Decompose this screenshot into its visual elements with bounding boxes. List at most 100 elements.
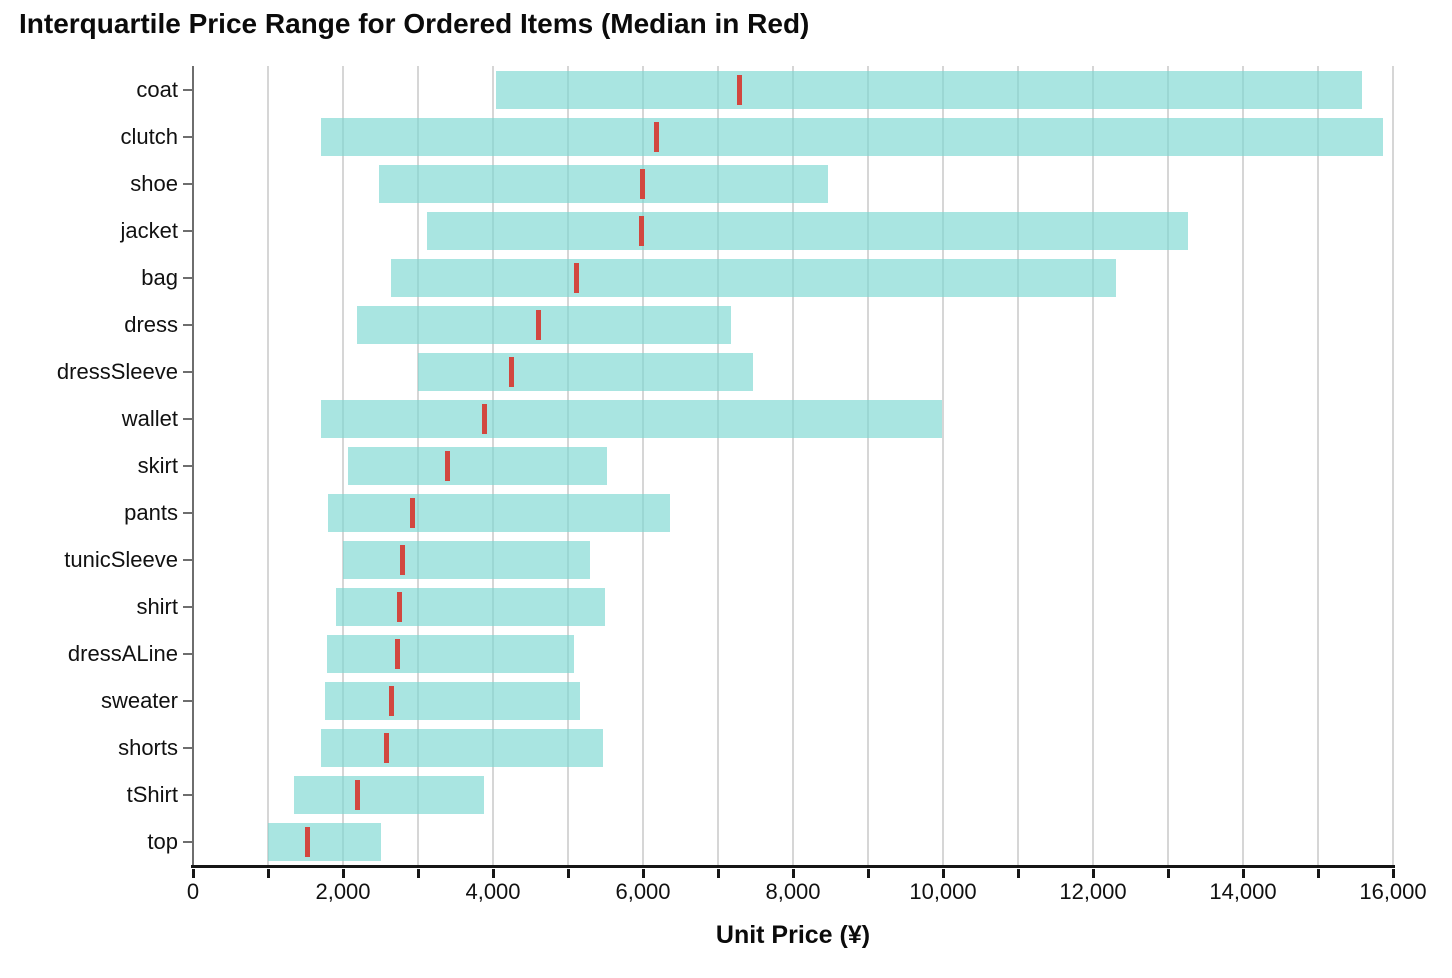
- gridline-7000: [717, 66, 719, 866]
- x-label-4000: 4,000: [465, 879, 521, 904]
- x-label-14000: 14,000: [1209, 879, 1277, 904]
- median-coat: [737, 74, 743, 105]
- bar-clutch: [321, 117, 1384, 156]
- y-axis-labels: coat clutch shoe jacket bag dress dressSleeve w…: [0, 66, 178, 866]
- x-axis-tick-labels: 0 2,000 4,000 6,000 8,000 10,000 12,000 14,000 1…: [187, 879, 1427, 911]
- x-tick-6000: [641, 869, 645, 878]
- x-label-0: 0: [186, 879, 200, 904]
- gridline-8000: [792, 66, 794, 866]
- median-wallet: [482, 403, 488, 434]
- x-tick-7000: [716, 869, 720, 878]
- median-shirt: [396, 592, 402, 623]
- gridline-6000: [642, 66, 644, 866]
- y-label-shoe: shoe: [130, 170, 178, 196]
- x-tick-11000: [1016, 869, 1020, 878]
- y-label-shirt: shirt: [136, 594, 178, 620]
- y-label-tShirt: tShirt: [126, 782, 178, 808]
- y-axis-line: [192, 66, 194, 866]
- y-tick-clutch: [183, 135, 193, 138]
- y-label-jacket: jacket: [120, 217, 178, 243]
- median-shorts: [384, 733, 389, 764]
- chart-title: Interquartile Price Range for Ordered It…: [19, 8, 810, 39]
- gridline-2000: [342, 66, 344, 866]
- bar-top: [268, 823, 382, 862]
- bar-shorts: [320, 729, 604, 768]
- x-tick-0: [191, 869, 195, 878]
- y-tick-sweater: [183, 700, 193, 703]
- bar-skirt: [347, 447, 607, 485]
- y-tick-tunicSleeve: [183, 559, 193, 562]
- gridline-10000: [942, 66, 944, 866]
- x-tick-8000: [791, 869, 795, 878]
- x-tick-3000: [416, 869, 420, 878]
- x-axis-line: [191, 865, 1395, 868]
- bar-tunicSleeve: [343, 541, 590, 580]
- median-top: [305, 827, 311, 858]
- x-label-6000: 6,000: [615, 879, 671, 904]
- x-axis-title: Unit Price (¥): [715, 921, 871, 949]
- y-tick-top: [183, 841, 193, 844]
- median-tShirt: [354, 780, 360, 811]
- bar-tShirt: [293, 776, 484, 815]
- bar-sweater: [325, 682, 580, 721]
- y-tick-dress: [183, 323, 193, 326]
- median-skirt: [444, 451, 450, 481]
- y-label-wallet: wallet: [121, 405, 178, 431]
- y-tick-wallet: [183, 417, 193, 420]
- median-bag: [573, 262, 579, 293]
- bar-shirt: [335, 588, 605, 627]
- median-dress: [535, 309, 541, 340]
- y-label-bag: bag: [141, 264, 178, 290]
- y-label-shorts: shorts: [118, 735, 178, 761]
- y-label-dressSleeve: dressSleeve: [56, 358, 178, 384]
- gridline-14000: [1242, 66, 1244, 866]
- x-tick-5000: [566, 869, 570, 878]
- bar-shoe: [379, 164, 828, 203]
- median-clutch: [654, 121, 659, 152]
- y-tick-shirt: [183, 606, 193, 609]
- gridline-1000: [267, 66, 269, 866]
- y-tick-jacket: [183, 229, 193, 232]
- x-tick-10000: [941, 869, 945, 878]
- y-label-dress: dress: [124, 311, 178, 337]
- median-dressSleeve: [509, 356, 515, 387]
- y-tick-shorts: [183, 747, 193, 750]
- y-label-top: top: [147, 829, 178, 855]
- median-sweater: [388, 686, 394, 717]
- x-tick-13000: [1166, 869, 1170, 878]
- median-tunicSleeve: [399, 545, 405, 576]
- gridline-9000: [867, 66, 869, 866]
- x-tick-12000: [1091, 869, 1095, 878]
- y-tick-shoe: [183, 182, 193, 185]
- y-label-skirt: skirt: [137, 452, 178, 478]
- y-label-clutch: clutch: [120, 123, 178, 149]
- y-tick-dressSleeve: [183, 370, 193, 373]
- bar-pants: [328, 494, 670, 533]
- y-tick-bag: [183, 276, 193, 279]
- y-tick-coat: [183, 88, 193, 91]
- y-tick-tShirt: [183, 794, 193, 797]
- median-dressALine: [395, 639, 401, 670]
- bar-coat: [496, 70, 1363, 109]
- bar-dressALine: [327, 635, 574, 674]
- gridline-12000: [1092, 66, 1094, 866]
- y-label-tunicSleeve: tunicSleeve: [64, 547, 178, 573]
- x-tick-14000: [1241, 869, 1245, 878]
- y-tick-dressALine: [183, 653, 193, 656]
- gridline-16000: [1392, 66, 1394, 866]
- x-label-10000: 10,000: [909, 879, 977, 904]
- x-tick-15000: [1316, 869, 1320, 878]
- x-tick-16000: [1391, 869, 1395, 878]
- x-label-2000: 2,000: [315, 879, 371, 904]
- median-jacket: [639, 215, 644, 246]
- plot-area: [183, 66, 1395, 878]
- x-label-12000: 12,000: [1059, 879, 1127, 904]
- y-label-sweater: sweater: [100, 688, 178, 714]
- gridline-11000: [1017, 66, 1019, 866]
- y-label-coat: coat: [136, 76, 178, 102]
- x-tick-4000: [491, 869, 495, 878]
- bar-jacket: [427, 211, 1188, 250]
- bar-dressSleeve: [418, 352, 753, 391]
- y-label-dressALine: dressALine: [67, 641, 178, 667]
